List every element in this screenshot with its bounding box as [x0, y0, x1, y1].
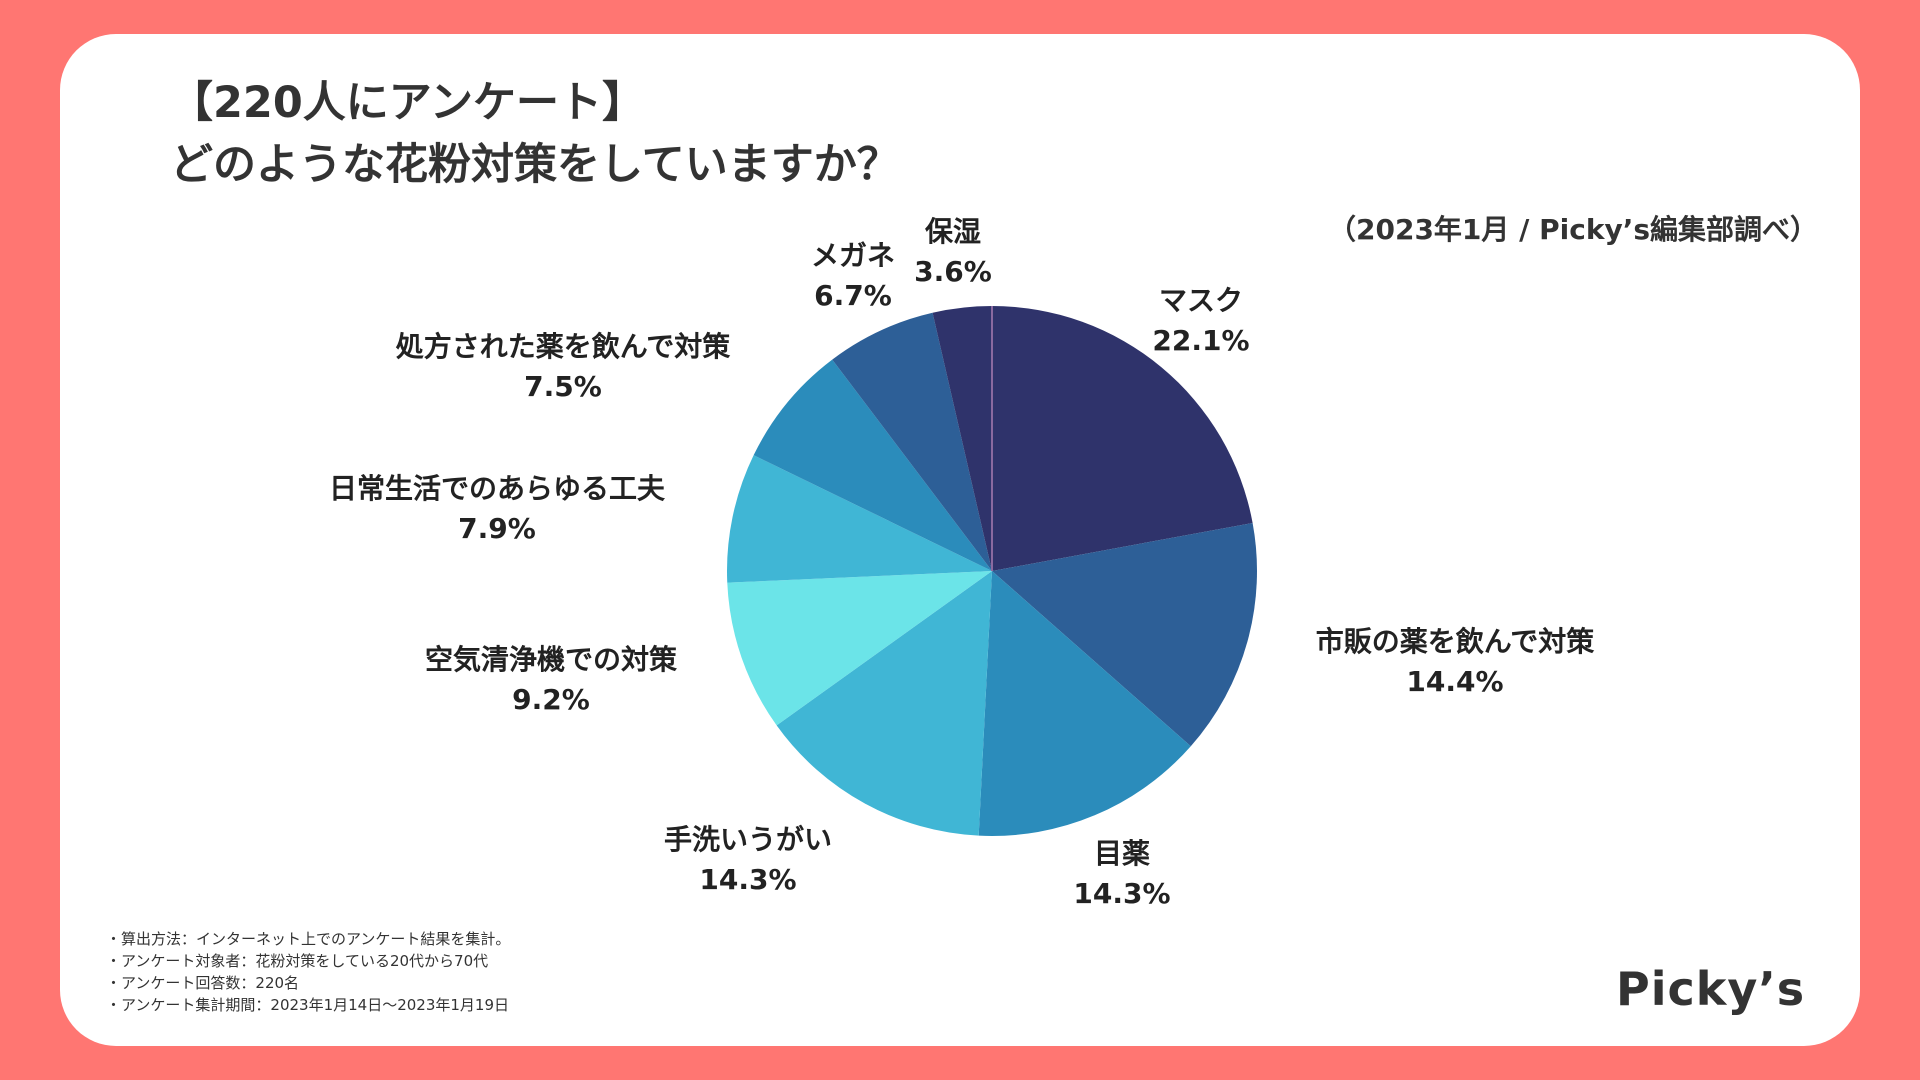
pie-slice-6 [727, 455, 992, 583]
source-note: （2023年1月 / Picky’s編集部調べ） [1328, 213, 1819, 246]
slice-category: 保湿 [924, 215, 981, 248]
slice-label-6: 日常生活でのあらゆる工夫 7.9% [329, 469, 665, 549]
slice-category: 処方された薬を飲んで対策 [395, 330, 731, 363]
picky-s-logo: Picky’s [1616, 962, 1806, 1016]
slice-label-8: メガネ 6.7% [811, 236, 895, 316]
slice-value: 7.9% [458, 512, 536, 545]
pie-slice-1 [992, 306, 1253, 571]
pie-slice-8 [832, 312, 992, 571]
slice-category: 空気清浄機での対策 [424, 643, 678, 676]
slice-label-5: 空気清浄機での対策 9.2% [425, 640, 677, 720]
slice-value: 14.3% [699, 863, 797, 896]
slice-label-2: 市販の薬を飲んで対策 14.4% [1316, 622, 1595, 702]
slice-category: 市販の薬を飲んで対策 [1315, 625, 1595, 658]
slice-value: 7.5% [524, 370, 602, 403]
slice-category: 目薬 [1093, 837, 1151, 870]
slice-label-1: マスク 22.1% [1152, 281, 1249, 361]
slice-category: 日常生活でのあらゆる工夫 [328, 472, 666, 505]
slice-value: 3.6% [914, 255, 992, 288]
slice-category: 手洗いうがい [663, 823, 833, 856]
pie-slice-7 [753, 359, 992, 571]
note-method: ・算出方法：インターネット上でのアンケート結果を集計。 [106, 930, 511, 948]
pie-slice-5 [727, 571, 992, 726]
note-target: ・アンケート対象者：花粉対策をしている20代から70代 [106, 952, 489, 970]
slice-category: メガネ [810, 239, 896, 272]
slice-value: 22.1% [1152, 324, 1250, 357]
slice-value: 6.7% [814, 279, 892, 312]
pie-slice-2 [992, 522, 1258, 747]
slice-label-4: 手洗いうがい 14.3% [664, 820, 832, 900]
slice-value: 14.4% [1406, 665, 1504, 698]
title-line-2: どのような花粉対策をしていますか？ [170, 140, 900, 190]
slice-label-3: 目薬 14.3% [1073, 834, 1170, 914]
slice-value: 14.3% [1073, 877, 1171, 910]
pie-slice-3 [978, 571, 1191, 836]
title-line-1: 【220人にアンケート】 [170, 78, 646, 128]
survey-notes: ・算出方法：インターネット上でのアンケート結果を集計。 ・アンケート対象者：花粉… [106, 928, 510, 1016]
slice-label-7: 処方された薬を飲んで対策 7.5% [396, 327, 731, 407]
slice-label-9: 保湿 3.6% [914, 212, 992, 292]
note-period: ・アンケート集計期間：2023年1月14日〜2023年1月19日 [106, 996, 510, 1014]
slice-category: マスク [1158, 284, 1244, 317]
chart-title: 【220人にアンケート】 どのような花粉対策をしていますか？ [170, 72, 900, 196]
pie-slice-9 [932, 306, 992, 571]
note-count: ・アンケート回答数：220名 [106, 974, 300, 992]
slice-value: 9.2% [512, 683, 590, 716]
pie-slice-4 [776, 571, 992, 836]
